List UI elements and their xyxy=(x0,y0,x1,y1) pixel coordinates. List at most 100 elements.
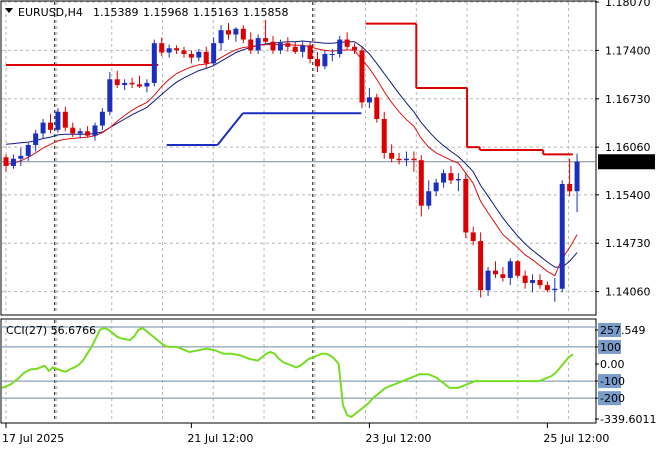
candle-body xyxy=(25,145,31,156)
candle xyxy=(18,147,24,166)
candle xyxy=(552,277,558,302)
main-price-grid xyxy=(2,1,595,314)
candle-body xyxy=(492,270,498,275)
support-step xyxy=(216,112,244,146)
time-axis: 17 Jul 2025 21 Jul 12:00 23 Jul 12:00 25 Ju… xyxy=(2,423,609,445)
candle xyxy=(574,153,580,213)
candle-body xyxy=(515,261,521,276)
candle xyxy=(530,274,536,293)
candle xyxy=(129,77,135,88)
candle-body xyxy=(374,97,380,119)
candle-body xyxy=(92,125,98,136)
price-tick-label: 1.16060 xyxy=(605,141,651,154)
candle-body xyxy=(166,48,172,53)
candle-body xyxy=(403,158,409,161)
candle-body xyxy=(33,133,39,145)
candle xyxy=(455,173,461,192)
candle-body xyxy=(114,79,120,86)
candle xyxy=(544,281,550,293)
cci-line xyxy=(1,326,574,419)
candle-body xyxy=(381,119,387,153)
cci-tick-label: 0.00 xyxy=(600,358,625,371)
cci-tick-label: 100 xyxy=(600,341,621,354)
candle xyxy=(248,32,254,54)
candle xyxy=(211,37,217,67)
candle-body xyxy=(485,270,491,291)
candle-body xyxy=(225,30,231,35)
candle-body xyxy=(159,43,165,53)
candle-body xyxy=(99,111,105,126)
candle xyxy=(33,129,39,152)
dropdown-arrow-icon[interactable] xyxy=(5,8,13,13)
price-axis: 1.18070 1.17400 1.16730 1.16060 1.15400 1.147… xyxy=(595,0,651,299)
chart-header: EURUSD,H4 1.15389 1.15968 1.15163 1.1585… xyxy=(5,6,289,19)
price-tick-label: 1.18070 xyxy=(605,0,651,9)
current-price-badge: 1.15858 xyxy=(598,154,655,170)
cci-panel-frame xyxy=(0,318,597,424)
candle xyxy=(255,34,261,54)
candle xyxy=(181,46,187,58)
candle xyxy=(537,274,543,289)
candle-body xyxy=(188,54,194,58)
candle-body xyxy=(411,158,417,161)
current-price-badge-bg xyxy=(598,154,655,170)
candle xyxy=(218,25,224,51)
candle-body xyxy=(574,161,580,192)
candle xyxy=(507,258,513,286)
candle-body xyxy=(441,173,447,183)
candle-body xyxy=(55,111,61,130)
cci-tick-label: 257.549 xyxy=(600,324,646,337)
price-tick-label: 1.16730 xyxy=(605,93,651,106)
candle xyxy=(225,22,231,40)
candle xyxy=(270,35,276,54)
candle-body xyxy=(203,51,209,64)
candle-body xyxy=(285,43,291,47)
candle xyxy=(433,178,439,197)
candle xyxy=(418,155,424,217)
cci-axis: 257.549 100 0.00 -100 -200 -339.6011 xyxy=(595,323,656,426)
candle xyxy=(366,87,372,109)
candle-body xyxy=(352,46,358,51)
candle-body xyxy=(300,45,306,52)
candle xyxy=(263,20,269,44)
candle-body xyxy=(307,45,313,60)
candle-body xyxy=(522,275,528,283)
candle xyxy=(344,32,350,49)
candle xyxy=(188,50,194,64)
candle xyxy=(70,122,76,138)
candle xyxy=(359,46,365,109)
candle-body xyxy=(455,178,461,181)
candle xyxy=(300,41,306,58)
candle xyxy=(403,151,409,166)
candle xyxy=(381,111,387,159)
header-close: 1.15858 xyxy=(243,6,289,19)
candle-body xyxy=(337,39,343,54)
candle xyxy=(85,126,91,138)
header-low: 1.15163 xyxy=(193,6,239,19)
cci-level-badge xyxy=(598,374,621,389)
candle-body xyxy=(240,28,246,40)
candle-body xyxy=(47,122,53,130)
candle-body xyxy=(463,178,469,233)
candle-body xyxy=(233,28,239,35)
cci-level-badge xyxy=(598,391,621,406)
time-tick-label: 17 Jul 2025 xyxy=(2,432,64,445)
candle xyxy=(470,226,476,246)
candle xyxy=(374,93,380,123)
candle xyxy=(159,37,165,57)
candle-body xyxy=(181,50,187,54)
candle xyxy=(136,75,142,88)
candle-body xyxy=(136,84,142,87)
candle xyxy=(307,41,313,64)
slow-moving-average-line xyxy=(5,40,578,268)
candle xyxy=(285,37,291,52)
candle-body xyxy=(18,155,24,159)
candlestick-series[interactable] xyxy=(3,20,580,302)
candle xyxy=(492,261,498,278)
price-tick-label: 1.17400 xyxy=(605,44,651,57)
candle xyxy=(463,173,469,239)
cci-grid xyxy=(2,320,595,422)
candle-body xyxy=(77,131,83,134)
candle-body xyxy=(552,288,558,291)
